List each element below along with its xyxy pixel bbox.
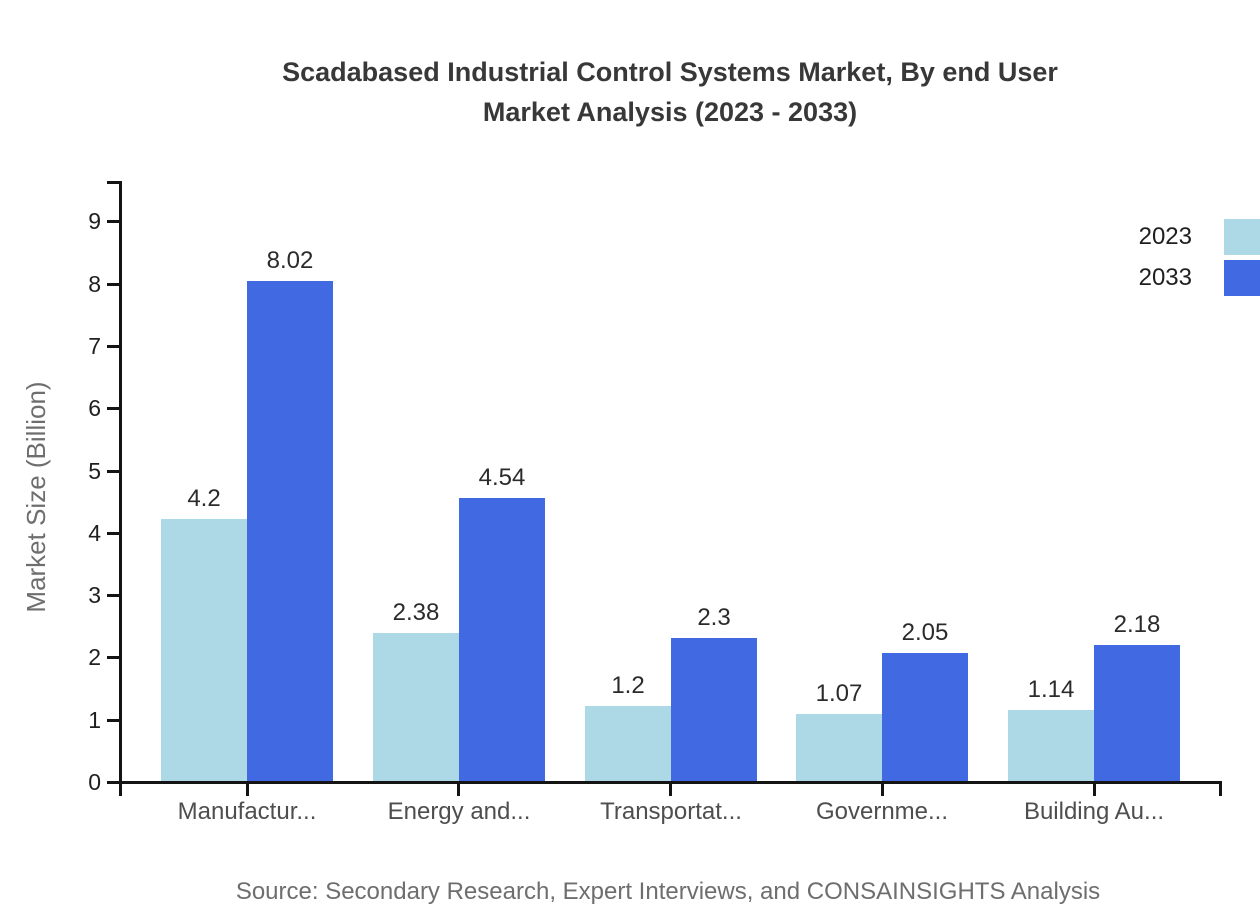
value-label-2023-Building Au...: 1.14 — [1027, 676, 1075, 703]
y-tick-label: 5 — [88, 458, 101, 484]
x-axis-start-tick — [119, 781, 122, 796]
y-tick-label: 8 — [88, 271, 101, 297]
legend: 2023 2033 — [1139, 219, 1260, 296]
y-tick-label: 7 — [88, 333, 101, 359]
bar-2023-Governme... — [796, 714, 882, 781]
chart-title-line2: Market Analysis (2023 - 2033) — [482, 97, 858, 127]
y-tick — [107, 719, 119, 722]
legend-item-2023: 2023 — [1139, 219, 1260, 255]
bar-2033-Building Au... — [1094, 645, 1180, 781]
value-label-2033-Transportat...: 2.3 — [697, 604, 731, 631]
legend-swatch-2023-icon — [1224, 219, 1260, 255]
y-tick-label: 1 — [88, 707, 101, 733]
y-tick — [107, 532, 119, 535]
x-tick — [669, 781, 672, 796]
x-tick — [246, 781, 249, 796]
y-tick-label: 4 — [88, 520, 101, 546]
value-label-2033-Building Au...: 2.18 — [1113, 611, 1161, 638]
y-tick — [107, 470, 119, 473]
bar-2023-Transportat... — [585, 706, 671, 781]
source-note: Source: Secondary Research, Expert Inter… — [235, 878, 1101, 905]
category-label: Building Au... — [1023, 798, 1165, 825]
x-tick — [1093, 781, 1096, 796]
legend-item-2033: 2033 — [1139, 260, 1260, 296]
y-tick-label: 6 — [88, 395, 101, 421]
category-label: Energy and... — [387, 798, 531, 825]
y-tick — [107, 781, 119, 784]
category-label: Transportat... — [600, 798, 742, 825]
x-tick — [881, 781, 884, 796]
bar-2033-Governme... — [882, 653, 968, 781]
y-tick-label: 2 — [88, 644, 101, 670]
y-tick — [107, 656, 119, 659]
bar-2033-Manufactur... — [247, 281, 333, 781]
chart-title-line1: Scadabased Industrial Control Systems Ma… — [282, 57, 1058, 87]
legend-swatch-2033-icon — [1224, 260, 1260, 296]
y-axis-title: Market Size (Billion) — [21, 381, 51, 613]
value-label-2033-Manufactur...: 8.02 — [266, 247, 314, 274]
bar-2033-Energy and... — [459, 498, 545, 781]
value-label-2033-Energy and...: 4.54 — [478, 464, 526, 491]
y-tick — [107, 407, 119, 410]
value-label-2023-Governme...: 1.07 — [815, 680, 863, 707]
bar-2023-Building Au... — [1008, 710, 1094, 781]
y-axis — [119, 181, 122, 784]
value-label-2023-Manufactur...: 4.2 — [187, 485, 221, 512]
legend-label-2023: 2023 — [1138, 223, 1192, 250]
category-label: Governme... — [815, 798, 949, 825]
y-tick-label: 0 — [88, 769, 101, 795]
y-tick — [107, 345, 119, 348]
y-axis-end-tick — [107, 181, 119, 184]
chart-title: Scadabased Industrial Control Systems Ma… — [80, 52, 1260, 132]
value-label-2023-Transportat...: 1.2 — [611, 672, 645, 699]
value-label-2023-Energy and...: 2.38 — [392, 599, 440, 626]
bar-2023-Manufactur... — [161, 519, 247, 781]
y-tick-label: 3 — [88, 582, 101, 608]
bar-2023-Energy and... — [373, 633, 459, 781]
y-tick — [107, 283, 119, 286]
category-label: Manufactur... — [177, 798, 317, 825]
x-tick — [457, 781, 460, 796]
value-label-2033-Governme...: 2.05 — [901, 619, 949, 646]
x-axis-end-tick — [1219, 781, 1222, 796]
y-tick-label: 9 — [88, 208, 101, 234]
y-tick — [107, 220, 119, 223]
bar-2033-Transportat... — [671, 638, 757, 781]
legend-label-2033: 2033 — [1138, 264, 1192, 291]
y-tick — [107, 594, 119, 597]
